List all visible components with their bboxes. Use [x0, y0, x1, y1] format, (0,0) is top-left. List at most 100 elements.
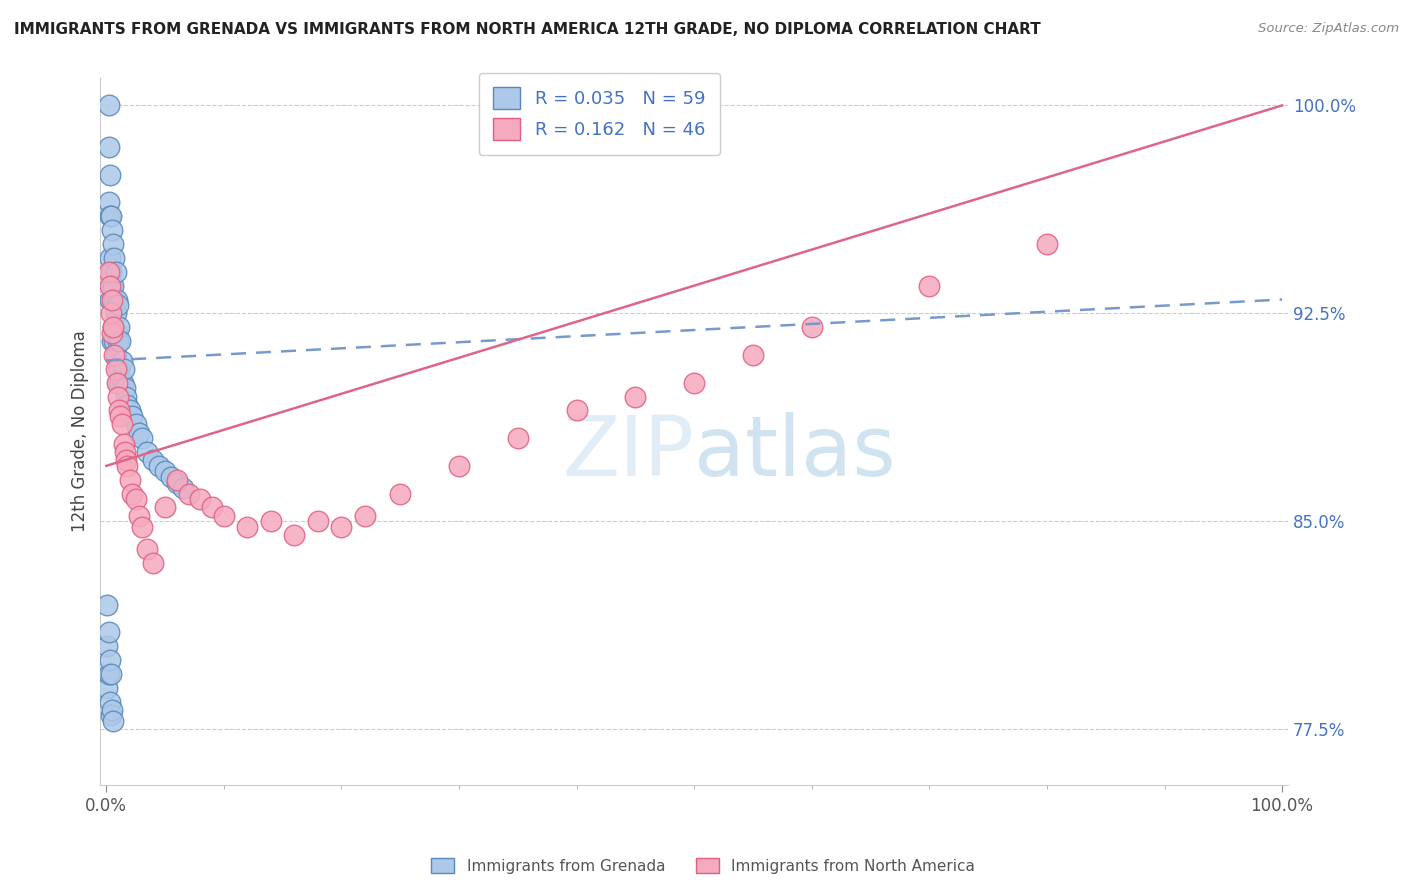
Point — [118, 403, 141, 417]
Point — [110, 334, 132, 348]
Point — [100, 708, 122, 723]
Point — [260, 514, 283, 528]
Point — [115, 453, 138, 467]
Point — [100, 265, 122, 279]
Point — [683, 376, 706, 390]
Point — [283, 528, 305, 542]
Point — [136, 542, 159, 557]
Point — [107, 298, 129, 312]
Point — [124, 492, 146, 507]
Point — [354, 508, 377, 523]
Y-axis label: 12th Grade, No Diploma: 12th Grade, No Diploma — [72, 330, 89, 533]
Point — [188, 492, 211, 507]
Point — [100, 210, 122, 224]
Text: IMMIGRANTS FROM GRENADA VS IMMIGRANTS FROM NORTH AMERICA 12TH GRADE, NO DIPLOMA : IMMIGRANTS FROM GRENADA VS IMMIGRANTS FR… — [14, 22, 1040, 37]
Point — [112, 361, 135, 376]
Point — [108, 403, 131, 417]
Point — [115, 390, 138, 404]
Point — [107, 390, 129, 404]
Point — [101, 223, 124, 237]
Point — [104, 265, 127, 279]
Point — [97, 140, 120, 154]
Point — [800, 320, 823, 334]
Point — [117, 458, 139, 473]
Point — [105, 293, 128, 307]
Point — [112, 436, 135, 450]
Point — [98, 210, 121, 224]
Point — [201, 500, 224, 515]
Point — [103, 278, 125, 293]
Point — [124, 417, 146, 432]
Point — [104, 306, 127, 320]
Point — [447, 458, 470, 473]
Text: atlas: atlas — [695, 412, 896, 493]
Point — [307, 514, 329, 528]
Point — [103, 348, 125, 362]
Point — [98, 251, 121, 265]
Point — [114, 445, 136, 459]
Point — [103, 237, 125, 252]
Point — [918, 278, 941, 293]
Point — [96, 639, 118, 653]
Point — [118, 473, 141, 487]
Point — [1036, 237, 1059, 252]
Point — [160, 470, 183, 484]
Point — [148, 458, 170, 473]
Point — [131, 431, 153, 445]
Point — [110, 376, 132, 390]
Legend: Immigrants from Grenada, Immigrants from North America: Immigrants from Grenada, Immigrants from… — [425, 852, 981, 880]
Point — [172, 481, 194, 495]
Point — [624, 390, 647, 404]
Point — [153, 500, 176, 515]
Point — [105, 376, 128, 390]
Point — [97, 265, 120, 279]
Point — [101, 326, 124, 340]
Point — [101, 278, 124, 293]
Point — [166, 475, 188, 490]
Legend: R = 0.035   N = 59, R = 0.162   N = 46: R = 0.035 N = 59, R = 0.162 N = 46 — [478, 72, 720, 154]
Point — [128, 508, 150, 523]
Point — [506, 431, 529, 445]
Point — [97, 98, 120, 112]
Point — [97, 625, 120, 640]
Point — [111, 376, 134, 390]
Point — [142, 453, 165, 467]
Point — [100, 306, 122, 320]
Point — [104, 361, 127, 376]
Point — [177, 486, 200, 500]
Point — [389, 486, 412, 500]
Point — [103, 714, 125, 728]
Point — [110, 409, 132, 423]
Point — [103, 320, 125, 334]
Text: Source: ZipAtlas.com: Source: ZipAtlas.com — [1258, 22, 1399, 36]
Point — [565, 403, 588, 417]
Point — [98, 278, 121, 293]
Point — [98, 653, 121, 667]
Point — [136, 445, 159, 459]
Point — [98, 293, 121, 307]
Point — [101, 293, 124, 307]
Point — [117, 398, 139, 412]
Point — [121, 486, 143, 500]
Point — [212, 508, 235, 523]
Point — [107, 376, 129, 390]
Point — [97, 666, 120, 681]
Point — [96, 598, 118, 612]
Point — [110, 417, 132, 432]
Point — [108, 361, 131, 376]
Point — [103, 251, 125, 265]
Point — [166, 473, 188, 487]
Point — [107, 334, 129, 348]
Point — [142, 556, 165, 570]
Point — [100, 666, 122, 681]
Point — [104, 348, 127, 362]
Point — [97, 195, 120, 210]
Point — [101, 703, 124, 717]
Point — [742, 348, 765, 362]
Point — [236, 520, 259, 534]
Point — [101, 334, 124, 348]
Point — [330, 520, 353, 534]
Point — [105, 326, 128, 340]
Point — [103, 293, 125, 307]
Point — [110, 353, 132, 368]
